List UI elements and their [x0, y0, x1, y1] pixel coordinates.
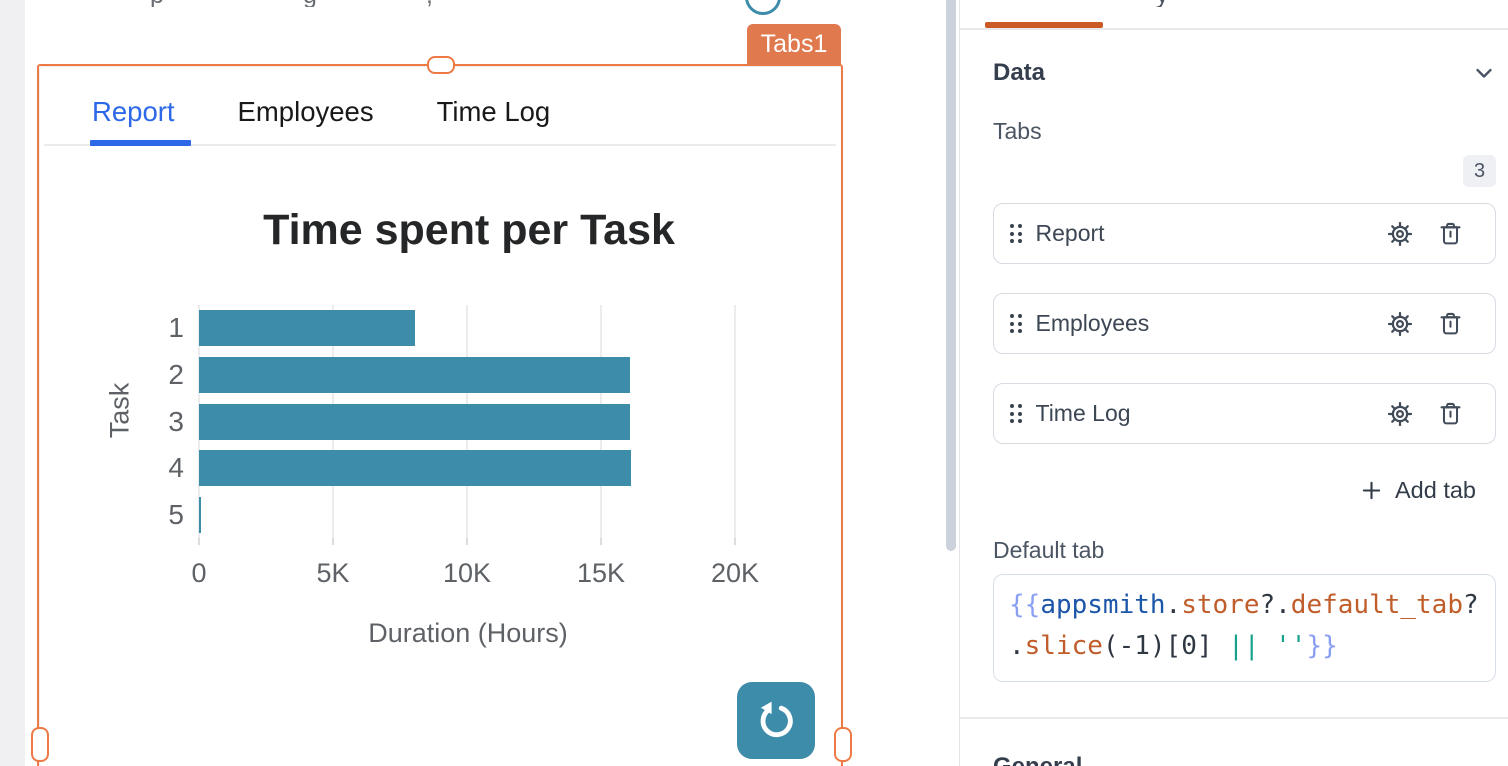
resize-handle-right[interactable]	[834, 727, 852, 762]
refresh-icon	[755, 700, 797, 742]
cutoff-glyph: ,	[426, 0, 433, 7]
tab-item-report[interactable]: Report	[993, 203, 1496, 264]
gear-icon[interactable]	[1386, 220, 1414, 248]
chart-tick-mark	[332, 538, 334, 545]
section-data-title: Data	[993, 59, 1046, 86]
chart-bar	[199, 310, 415, 346]
trash-icon[interactable]	[1437, 220, 1464, 247]
chart-refresh-button[interactable]	[737, 682, 815, 759]
y-category-label: 5	[168, 499, 184, 531]
cutoff-glyph: g	[303, 0, 317, 7]
x-tick-label: 10K	[442, 558, 492, 588]
code-line: {{appsmith.store?.default_tab?	[1009, 590, 1479, 620]
chart-gridline	[734, 305, 736, 538]
widget-tab-time-log[interactable]: Time Log	[436, 96, 551, 127]
chart-bar	[199, 497, 202, 534]
drag-handle-icon[interactable]	[1010, 224, 1022, 243]
section-general-header[interactable]: General	[993, 743, 1496, 766]
default-tab-code[interactable]: {{appsmith.store?.default_tab? .slice(-1)…	[993, 574, 1496, 682]
y-category-label: 1	[168, 312, 184, 343]
section-divider	[960, 717, 1508, 719]
y-category-label: 4	[168, 452, 184, 484]
resize-handle-left[interactable]	[31, 727, 49, 762]
widget-tab-employees[interactable]: Employees	[237, 96, 374, 127]
chart-tick-mark	[466, 538, 468, 545]
widget-tab-bar: Report Employees Time Log	[92, 96, 550, 142]
x-tick-label: 5K	[316, 558, 350, 588]
chart-tick-mark	[734, 538, 736, 545]
drag-handle-icon[interactable]	[1010, 404, 1022, 423]
drag-handle-icon[interactable]	[1010, 314, 1022, 333]
widget-selection-border	[37, 64, 843, 766]
section-data-header[interactable]: Data	[993, 59, 1496, 87]
cutoff-pane-tab-glyph: y	[1156, 0, 1196, 7]
trash-icon[interactable]	[1437, 400, 1464, 427]
cutoff-glyph: p	[150, 0, 164, 7]
pane-active-tab-indicator	[985, 22, 1103, 28]
widget-tab-report[interactable]: Report	[92, 96, 175, 127]
resize-handle-top[interactable]	[427, 56, 455, 74]
widget-name-badge[interactable]: Tabs1	[747, 24, 841, 65]
active-tab-underline	[90, 140, 191, 146]
chart-bar	[199, 403, 630, 440]
code-line: .slice(-1)[0] || ''}}	[1009, 631, 1338, 661]
canvas-scrollbar-thumb[interactable]	[946, 0, 956, 551]
tab-item-label: Report	[1035, 220, 1105, 246]
tab-item-label: Time Log	[1035, 400, 1131, 426]
tab-item-time-log[interactable]: Time Log	[993, 383, 1496, 444]
cutoff-text-fragments: p g ,	[0, 0, 700, 7]
x-tick-label: 20K	[710, 558, 760, 588]
tabs-property-label: Tabs	[993, 118, 1042, 144]
add-tab-button[interactable]: Add tab	[1360, 477, 1476, 504]
section-general-title: General	[993, 753, 1082, 766]
chart-x-axis-label: Duration (Hours)	[368, 618, 568, 648]
trash-icon[interactable]	[1437, 310, 1464, 337]
plus-icon	[1360, 479, 1383, 502]
chevron-down-icon[interactable]	[1472, 61, 1496, 85]
tab-item-label: Employees	[1035, 310, 1150, 336]
add-tab-label: Add tab	[1394, 477, 1476, 503]
tabs-count-badge: 3	[1463, 155, 1496, 187]
gear-icon[interactable]	[1386, 400, 1414, 428]
chart-bar	[199, 356, 631, 393]
chart-title: Time spent per Task	[263, 206, 675, 254]
y-category-label: 3	[168, 405, 184, 437]
tab-item-employees[interactable]: Employees	[993, 293, 1496, 354]
pane-tabs-divider	[960, 28, 1508, 30]
canvas-left-gutter	[0, 0, 25, 766]
chart-plot: 0 5K 10K 15K 20K 1 2 3 4 5	[168, 305, 760, 588]
chart-bar	[199, 450, 632, 487]
property-pane: y Data Tabs 3 Report	[959, 0, 1508, 766]
gear-icon[interactable]	[1386, 310, 1414, 338]
chart-tick-mark	[600, 538, 602, 545]
tab-bar-divider	[44, 144, 836, 146]
x-tick-label: 0	[191, 558, 207, 588]
y-category-label: 2	[168, 358, 184, 390]
chart-tick-mark	[198, 538, 200, 545]
default-tab-label: Default tab	[993, 537, 1105, 563]
x-tick-label: 15K	[576, 558, 626, 588]
